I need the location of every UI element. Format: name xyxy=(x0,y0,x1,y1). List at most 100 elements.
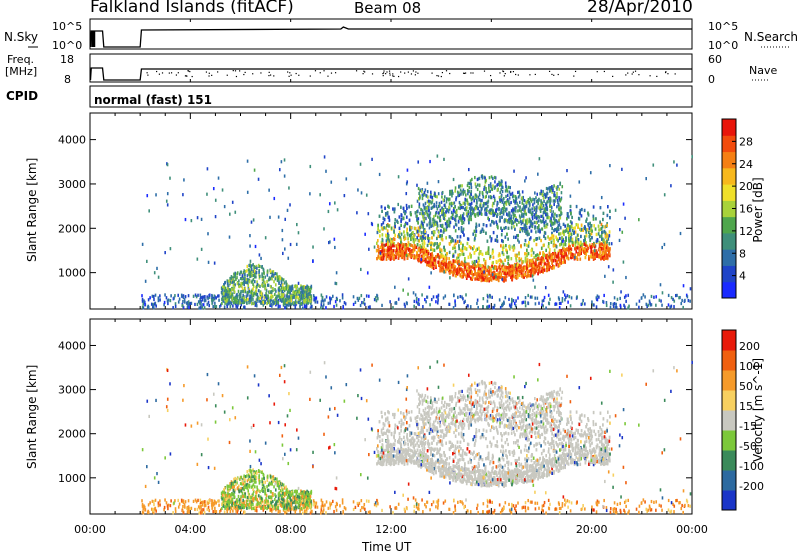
power-cell xyxy=(256,280,258,284)
power-cell xyxy=(526,258,529,262)
power-cell xyxy=(267,278,270,282)
power-cell xyxy=(428,237,431,241)
x-tick-label: 16:00 xyxy=(475,523,507,536)
nave-dot xyxy=(273,75,275,77)
power-cell xyxy=(469,276,472,280)
power-cell xyxy=(246,301,248,305)
colorbar-swatch xyxy=(722,135,736,153)
power-cell xyxy=(576,295,578,299)
power-cell xyxy=(239,292,242,296)
power-cell xyxy=(397,297,400,301)
power-cell xyxy=(517,296,519,300)
power-cell xyxy=(299,298,302,302)
power-cell xyxy=(306,300,308,305)
power-cell xyxy=(558,306,561,310)
power-cell xyxy=(285,304,288,308)
power-cell xyxy=(249,274,252,278)
power-cell xyxy=(505,274,508,278)
power-cell xyxy=(538,236,541,240)
power-cell xyxy=(509,265,511,269)
power-cell xyxy=(252,301,254,305)
power-cell xyxy=(280,285,283,290)
power-cell xyxy=(199,297,201,302)
power-cell xyxy=(250,274,253,278)
power-cell xyxy=(592,257,595,261)
power-cell xyxy=(242,277,245,281)
power-cell xyxy=(268,290,271,294)
power-cell xyxy=(554,218,556,222)
power-cell xyxy=(461,252,464,256)
power-cell xyxy=(469,305,472,309)
power-cell xyxy=(166,299,169,303)
power-cell xyxy=(264,283,266,288)
power-cell xyxy=(459,294,462,299)
power-cell xyxy=(324,298,326,302)
power-cell xyxy=(206,295,209,299)
power-cell xyxy=(613,296,616,300)
power-cell xyxy=(590,227,593,231)
power-cell xyxy=(481,276,483,280)
power-cell xyxy=(522,300,525,304)
nave-dot xyxy=(502,70,504,72)
power-cell xyxy=(545,263,548,267)
power-cell xyxy=(252,282,254,286)
power-cell xyxy=(234,274,236,278)
power-cell xyxy=(609,302,612,306)
power-cell xyxy=(515,258,518,262)
power-cell xyxy=(373,298,376,302)
nave-dot xyxy=(383,72,385,74)
nave-dot xyxy=(389,74,391,76)
power-cell xyxy=(515,276,518,280)
power-cell xyxy=(501,215,503,219)
power-cell xyxy=(678,296,680,300)
nave-dot xyxy=(449,72,451,75)
power-cell xyxy=(302,301,304,305)
power-cell xyxy=(243,289,245,293)
power-cell xyxy=(507,226,510,230)
power-cell xyxy=(195,295,198,299)
power-cell xyxy=(217,294,219,298)
power-cell xyxy=(277,298,280,302)
nave-dot xyxy=(634,70,637,72)
power-cell xyxy=(607,237,610,241)
power-cell xyxy=(234,271,237,275)
power-cell xyxy=(333,304,335,309)
power-cell xyxy=(599,227,602,232)
power-cell xyxy=(297,300,300,304)
y-tick-label: 2000 xyxy=(58,428,86,441)
nave-top-tick: 60 xyxy=(708,53,722,66)
power-cell xyxy=(266,269,269,273)
power-cell xyxy=(330,297,333,301)
power-cell xyxy=(274,283,277,287)
power-cell xyxy=(380,225,383,229)
power-cell xyxy=(285,282,288,286)
power-cell xyxy=(248,280,251,284)
power-cell xyxy=(429,303,431,307)
power-cell xyxy=(261,277,264,282)
power-cell xyxy=(256,285,258,289)
power-cell xyxy=(265,288,268,292)
power-cell xyxy=(255,293,258,297)
power-cell xyxy=(565,256,568,260)
power-cell xyxy=(295,301,298,305)
power-cell xyxy=(275,297,277,301)
power-cell xyxy=(492,255,495,259)
power-cell xyxy=(152,306,155,310)
power-cell xyxy=(599,206,602,210)
power-cell xyxy=(248,268,251,272)
y-tick-label: 2000 xyxy=(58,222,86,235)
power-cell xyxy=(485,305,488,309)
power-cell xyxy=(501,228,503,233)
power-cell xyxy=(427,234,429,238)
power-cell xyxy=(320,306,322,310)
power-cell xyxy=(261,281,264,286)
power-cell xyxy=(218,304,221,309)
power-cell xyxy=(480,278,483,283)
power-cell xyxy=(422,305,424,309)
power-cell xyxy=(471,277,473,281)
power-cell xyxy=(612,304,615,308)
power-cell xyxy=(256,297,259,301)
power-cell xyxy=(587,211,589,215)
power-cell xyxy=(552,251,554,256)
power-cell xyxy=(475,229,478,233)
